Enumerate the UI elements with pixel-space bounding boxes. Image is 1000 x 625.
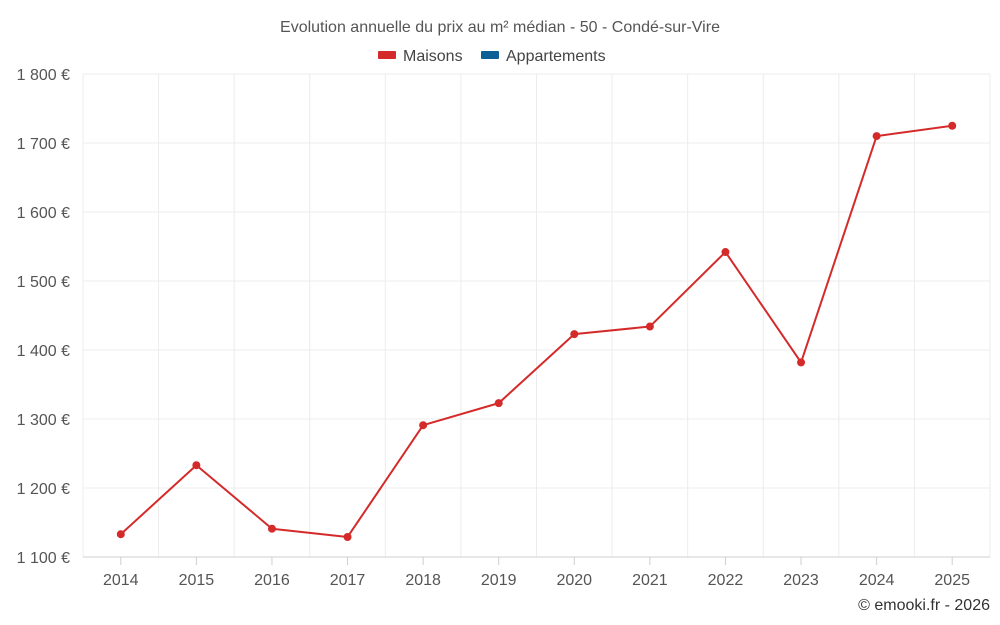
y-tick-label: 1 200 € [17,481,70,498]
data-point[interactable] [570,330,579,339]
y-axis: 1 100 € 1 200 € 1 300 € 1 400 € 1 500 € 1 600… [17,67,70,567]
legend: Maisons Appartements [378,48,606,65]
data-point[interactable] [419,421,428,430]
x-tick-label: 2018 [405,572,441,589]
x-tick-label: 2015 [179,572,215,589]
legend-item-appartements[interactable]: Appartements [481,48,606,65]
x-tick-label: 2020 [556,572,592,589]
data-point[interactable] [343,532,352,541]
chart-title: Evolution annuelle du prix au m² médian … [280,19,720,36]
x-tick-label: 2022 [708,572,744,589]
x-tick-label: 2014 [103,572,139,589]
x-tick-label: 2019 [481,572,517,589]
x-tick-label: 2017 [330,572,366,589]
data-point[interactable] [192,461,201,470]
legend-swatch-maisons [378,51,396,59]
credit-text: © emooki.fr - 2026 [858,597,990,614]
series-maisons [116,121,957,541]
y-tick-label: 1 600 € [17,205,70,222]
x-axis: 2014 2015 2016 2017 2018 2019 2020 2021 2022 2023… [83,556,990,589]
y-tick-label: 1 700 € [17,136,70,153]
data-point[interactable] [797,358,806,367]
y-tick-label: 1 300 € [17,412,70,429]
legend-label-maisons: Maisons [403,48,463,65]
x-tick-label: 2024 [859,572,895,589]
legend-item-maisons[interactable]: Maisons [378,48,463,65]
y-tick-label: 1 500 € [17,274,70,291]
series-line-maisons [120,124,953,538]
data-point[interactable] [116,530,125,539]
x-tick-label: 2025 [934,572,970,589]
y-tick-label: 1 400 € [17,343,70,360]
data-point[interactable] [721,248,730,257]
x-tick-label: 2023 [783,572,819,589]
data-point[interactable] [494,399,503,408]
legend-label-appartements: Appartements [506,48,606,65]
x-tick-label: 2021 [632,572,668,589]
data-point[interactable] [948,121,957,130]
legend-swatch-appartements [481,51,499,59]
grid [82,73,991,558]
y-tick-label: 1 800 € [17,67,70,84]
x-tick-label: 2016 [254,572,290,589]
data-point[interactable] [267,524,276,533]
y-tick-label: 1 100 € [17,550,70,567]
data-point[interactable] [645,322,654,331]
data-point[interactable] [872,132,881,141]
